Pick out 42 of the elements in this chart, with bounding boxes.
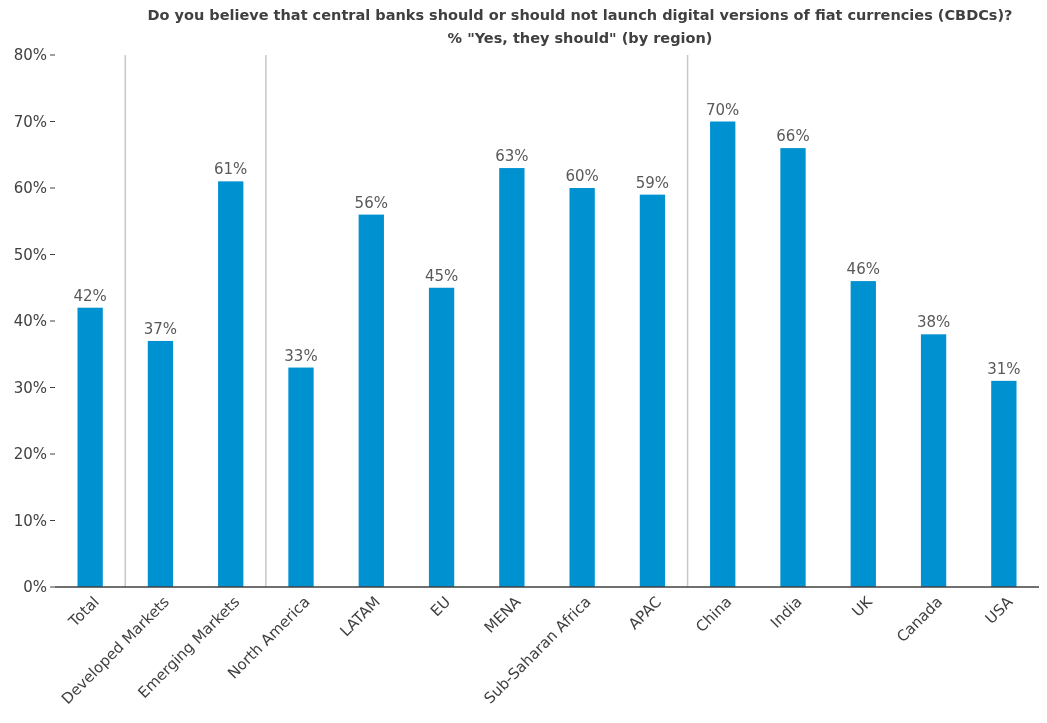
- bar: [639, 194, 666, 587]
- bar: [569, 188, 595, 587]
- x-tick-label: UK: [848, 592, 877, 621]
- data-label: 33%: [284, 346, 318, 365]
- data-label: 60%: [565, 167, 599, 185]
- bar: [288, 367, 314, 587]
- bar: [780, 148, 806, 587]
- data-label: 45%: [424, 266, 459, 285]
- y-tick-label: 20%: [13, 445, 47, 464]
- data-label: 46%: [846, 260, 880, 279]
- y-tick-label: 10%: [13, 511, 47, 530]
- bar: [850, 281, 876, 587]
- x-tick-label: USA: [981, 592, 1017, 628]
- y-tick-label: 80%: [13, 46, 47, 65]
- y-tick-label: 50%: [13, 245, 47, 264]
- data-label: 61%: [214, 160, 248, 179]
- bar: [428, 287, 455, 587]
- data-label: 59%: [635, 173, 670, 192]
- data-label: 66%: [776, 127, 810, 146]
- y-tick-label: 30%: [13, 378, 47, 397]
- bar: [991, 380, 1017, 587]
- data-label: 37%: [143, 319, 178, 338]
- chart-title: Do you believe that central banks should or should not launch digital versions of fiat currencies (CBDCs)?: [147, 7, 1013, 23]
- bar: [920, 334, 947, 587]
- bar: [77, 307, 103, 587]
- data-label: 31%: [987, 359, 1021, 378]
- y-tick-label: 60%: [13, 179, 47, 198]
- bar: [499, 168, 525, 587]
- bar: [358, 214, 384, 587]
- y-tick-label: 0%: [23, 578, 47, 597]
- data-label: 42%: [73, 286, 107, 305]
- data-label: 56%: [354, 193, 388, 212]
- data-label: 70%: [706, 100, 740, 119]
- chart-subtitle: % "Yes, they should" (by region): [447, 30, 713, 46]
- bar: [218, 181, 244, 587]
- data-label: 38%: [916, 313, 951, 332]
- y-tick-label: 70%: [13, 112, 47, 131]
- y-tick-label: 40%: [13, 312, 47, 331]
- data-label: 63%: [495, 147, 529, 166]
- bar: [710, 121, 736, 587]
- bar: [147, 340, 174, 587]
- x-tick-label: EU: [426, 592, 455, 621]
